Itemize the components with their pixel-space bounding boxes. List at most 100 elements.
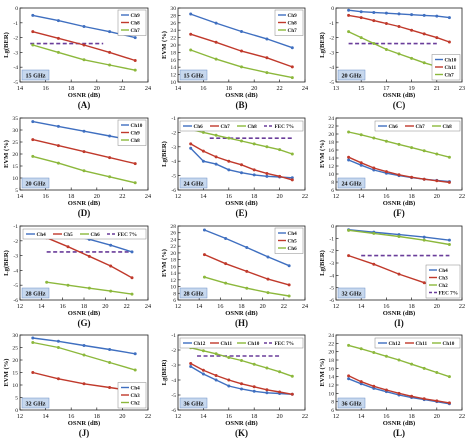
x-tick-label: 14 — [358, 193, 364, 200]
legend: Ch6 Ch7 Ch8 FEC 7% — [179, 120, 304, 132]
legend-label: FEC 7% — [439, 291, 458, 297]
panel-letter: (K) — [235, 428, 248, 438]
y-tick-label: -2 — [171, 348, 176, 354]
data-point — [290, 46, 294, 50]
data-point — [372, 136, 376, 140]
y-axis-label: Lg(BER) — [161, 360, 168, 386]
y-tick-label: -1 — [329, 21, 334, 27]
legend-label: Ch10 — [443, 341, 455, 347]
x-axis-label: OSNR (dB) — [383, 200, 415, 207]
y-tick-label: -4 — [171, 378, 176, 384]
x-tick-label: 16 — [43, 193, 49, 200]
data-point — [397, 234, 401, 238]
x-axis-label: OSNR (dB) — [68, 310, 100, 317]
data-point — [214, 133, 218, 137]
data-point — [372, 386, 376, 390]
data-point — [31, 341, 35, 344]
y-tick-label: -1 — [329, 236, 334, 242]
x-tick-label: 22 — [119, 193, 125, 200]
x-tick-label: 18 — [94, 413, 100, 420]
data-point — [31, 336, 35, 340]
data-point — [45, 280, 49, 284]
legend-label: FEC 7% — [275, 341, 294, 347]
data-point — [447, 16, 451, 20]
data-point — [202, 228, 206, 232]
data-point — [410, 394, 414, 398]
y-tick-label: 16 — [328, 148, 334, 154]
data-point — [266, 255, 270, 259]
data-point — [278, 390, 282, 394]
x-tick-label: 22 — [277, 85, 283, 92]
y-tick-label: 6 — [331, 188, 334, 194]
x-tick-label: 18 — [81, 303, 87, 310]
x-tick-label: 20 — [102, 303, 108, 310]
y-axis-label: EVM (%) — [161, 31, 168, 59]
data-point — [372, 42, 376, 46]
data-point — [189, 48, 193, 52]
frequency-badge-label: 20 GHz — [341, 72, 361, 79]
y-tick-label: 20 — [328, 132, 334, 138]
chart-panel: 12 14 16 18 20 22 246810121416182022242628OSNR… — [161, 224, 308, 328]
data-point — [384, 354, 388, 358]
y-axis-label: EVM (%) — [161, 249, 168, 277]
data-point — [56, 36, 60, 40]
legend-label: Ch9 — [288, 13, 298, 19]
data-point — [87, 286, 91, 290]
data-point — [410, 175, 414, 179]
x-tick-label: 20 — [94, 193, 100, 200]
legend-label: Ch2 — [131, 401, 141, 407]
data-point — [224, 236, 228, 240]
data-point — [108, 63, 112, 67]
legend-label: Ch12 — [194, 341, 206, 347]
data-point — [87, 254, 91, 258]
data-point — [189, 142, 193, 146]
data-point — [359, 133, 363, 137]
frequency-badge — [21, 69, 50, 81]
y-axis-label: Lg(BER) — [3, 250, 10, 276]
legend-label: Ch8 — [443, 124, 453, 130]
data-point — [359, 161, 363, 165]
x-axis-label: OSNR (dB) — [225, 200, 257, 207]
data-point — [227, 384, 231, 388]
data-point — [240, 387, 243, 391]
frequency-badge — [337, 287, 366, 299]
data-point — [290, 178, 294, 182]
data-point — [201, 349, 205, 353]
data-point — [435, 371, 439, 374]
panel-letter: (E) — [236, 208, 248, 218]
data-point — [422, 177, 426, 181]
y-tick-label: 30 — [12, 333, 18, 339]
data-point — [397, 272, 401, 276]
data-point — [31, 138, 35, 142]
data-point — [56, 50, 60, 54]
data-point — [435, 152, 439, 156]
data-point — [108, 156, 112, 160]
x-tick-label: 22 — [302, 193, 308, 200]
x-tick-label: 16 — [383, 413, 389, 420]
x-tick-label: 18 — [409, 413, 415, 420]
y-tick-label: -5 — [13, 283, 18, 289]
data-point — [214, 40, 218, 44]
y-tick-label: -6 — [13, 298, 18, 304]
data-point — [133, 59, 137, 63]
data-point — [422, 235, 426, 239]
y-tick-label: 14 — [328, 156, 334, 162]
data-point — [201, 372, 205, 376]
data-point — [227, 356, 231, 359]
y-tick-label: -3 — [171, 363, 176, 369]
data-point — [265, 145, 269, 149]
data-point — [372, 262, 376, 266]
y-tick-label: -1 — [13, 21, 18, 27]
data-point — [133, 36, 137, 40]
data-point — [397, 391, 401, 395]
data-point — [278, 148, 282, 152]
x-tick-label: 20 — [434, 303, 440, 310]
data-point — [240, 65, 243, 69]
y-tick-label: -5 — [329, 80, 334, 86]
y-tick-label: 22 — [328, 341, 334, 347]
chart-panel: 12 14 16 18 20 22 -6 -5 -4 -3 -2 -1 OSNR (dB) Lg(BER)… — [161, 116, 308, 218]
data-point — [82, 150, 86, 154]
x-tick-label: 20 — [277, 193, 283, 200]
data-point — [347, 343, 351, 347]
